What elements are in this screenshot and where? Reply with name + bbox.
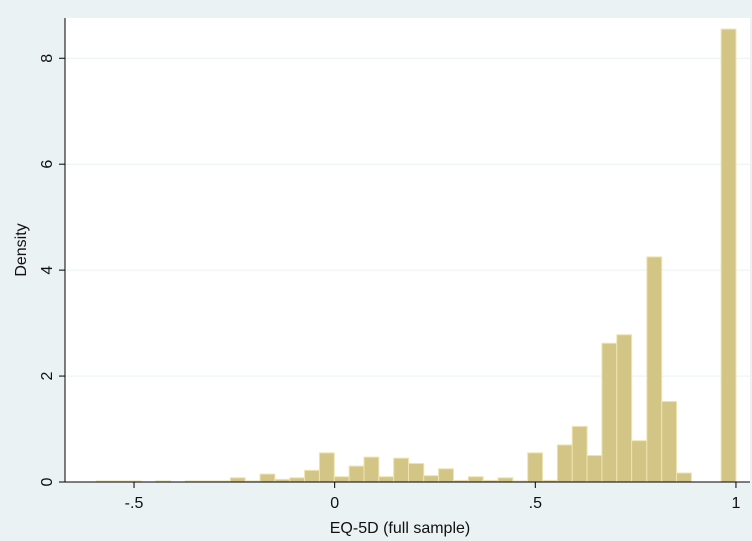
- bar: [318, 452, 335, 483]
- bar: [586, 455, 603, 483]
- bar: [423, 475, 440, 483]
- bar: [333, 476, 350, 483]
- bar: [348, 465, 365, 483]
- bar: [527, 452, 544, 483]
- y-axis-title: Density: [13, 223, 30, 276]
- x-tick-label: -.5: [125, 495, 144, 512]
- y-tick-label: 8: [39, 54, 56, 63]
- bar: [571, 425, 588, 483]
- bar: [661, 400, 678, 483]
- bar: [616, 334, 633, 483]
- x-tick-label: 1: [732, 495, 741, 512]
- bar: [676, 472, 692, 483]
- bar: [363, 456, 380, 483]
- bar: [467, 476, 484, 483]
- bar: [497, 477, 514, 483]
- y-tick-label: 2: [39, 372, 56, 381]
- y-tick-label: 6: [39, 160, 56, 169]
- bar: [631, 440, 648, 483]
- x-axis-title: EQ-5D (full sample): [330, 520, 470, 537]
- bar: [438, 468, 454, 483]
- bar: [408, 462, 425, 483]
- x-tick-label: 0: [330, 495, 339, 512]
- bar: [720, 28, 737, 483]
- x-tick-label: .5: [529, 495, 542, 512]
- bar: [229, 477, 246, 483]
- plot-area: [65, 18, 750, 482]
- y-tick-label: 0: [39, 477, 56, 486]
- bar: [378, 476, 395, 483]
- bar: [601, 342, 618, 483]
- y-tick-label: 4: [39, 266, 56, 275]
- bar: [646, 256, 663, 483]
- bar: [556, 444, 573, 483]
- bar: [289, 477, 306, 483]
- bar: [304, 469, 320, 483]
- bar: [393, 457, 410, 483]
- bar: [259, 473, 276, 483]
